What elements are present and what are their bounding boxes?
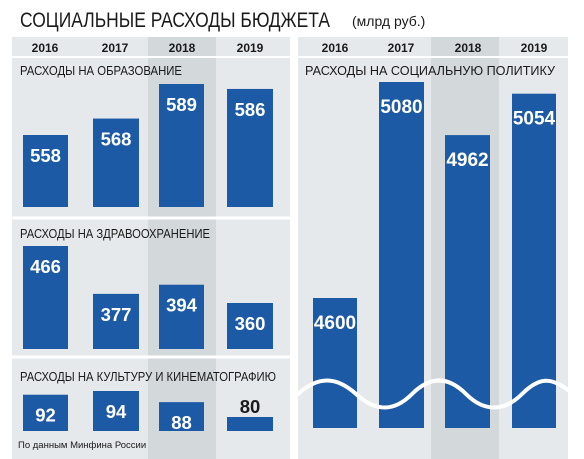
bar-value-label: 88	[171, 412, 192, 433]
section-title: РАСХОДЫ НА ЗДРАВООХРАНЕНИЕ	[20, 227, 210, 241]
bar-value-label: 4962	[446, 150, 488, 171]
year-label: 2019	[237, 41, 264, 55]
bar-value-label: 377	[101, 304, 132, 325]
year-label: 2017	[388, 41, 415, 55]
bar	[227, 303, 273, 349]
section-title: РАСХОДЫ НА ОБРАЗОВАНИЕ	[20, 64, 182, 78]
year-label: 2016	[322, 41, 349, 55]
bar	[227, 417, 273, 431]
bar	[23, 394, 68, 431]
bar	[159, 284, 204, 349]
year-label: 2018	[455, 41, 482, 55]
bar-value-label: 466	[30, 256, 61, 277]
bar-value-label: 92	[35, 405, 56, 426]
bars	[23, 82, 556, 431]
bar	[445, 135, 490, 428]
bar-value-label: 586	[235, 99, 266, 120]
bar	[313, 298, 357, 428]
bar-value-label: 589	[166, 94, 197, 115]
year-label: 2016	[32, 41, 59, 55]
bar	[93, 118, 139, 207]
bar-value-label: 5080	[380, 97, 422, 118]
bar	[159, 84, 204, 207]
bar-value-label: 394	[166, 295, 198, 316]
bar	[93, 293, 139, 349]
section-title: РАСХОДЫ НА СОЦИАЛЬНУЮ ПОЛИТИКУ	[305, 64, 555, 78]
bar	[227, 88, 273, 207]
bar	[23, 135, 68, 207]
bar-value-label: 4600	[314, 313, 356, 334]
section-title: РАСХОДЫ НА КУЛЬТУРУ И КИНЕМАТОГРАФИЮ	[20, 370, 276, 384]
bar-value-label: 94	[106, 401, 127, 422]
bar	[23, 246, 68, 349]
panel-column	[79, 37, 148, 459]
bar	[159, 402, 204, 431]
bar-value-label: 80	[240, 396, 261, 417]
bar-value-label: 360	[235, 313, 266, 334]
bar	[93, 391, 139, 431]
source-note: По данным Минфина России	[18, 440, 146, 451]
bar	[512, 93, 556, 428]
axis-break-wave	[296, 378, 570, 410]
bar-value-label: 568	[101, 129, 132, 150]
bar	[379, 82, 424, 428]
chart-title: СОЦИАЛЬНЫЕ РАСХОДЫ БЮДЖЕТА	[20, 9, 330, 32]
bar-value-label: 558	[30, 145, 61, 166]
year-label: 2018	[169, 41, 196, 55]
labels: 2016 2017 2018 2019 2016 2017 2018 2019 РАСХОДЫ …	[20, 41, 570, 433]
bar-value-label: 5054	[513, 109, 556, 130]
unit-label: (млрд руб.)	[352, 13, 425, 29]
year-label: 2017	[102, 41, 129, 55]
year-label: 2019	[521, 41, 548, 55]
